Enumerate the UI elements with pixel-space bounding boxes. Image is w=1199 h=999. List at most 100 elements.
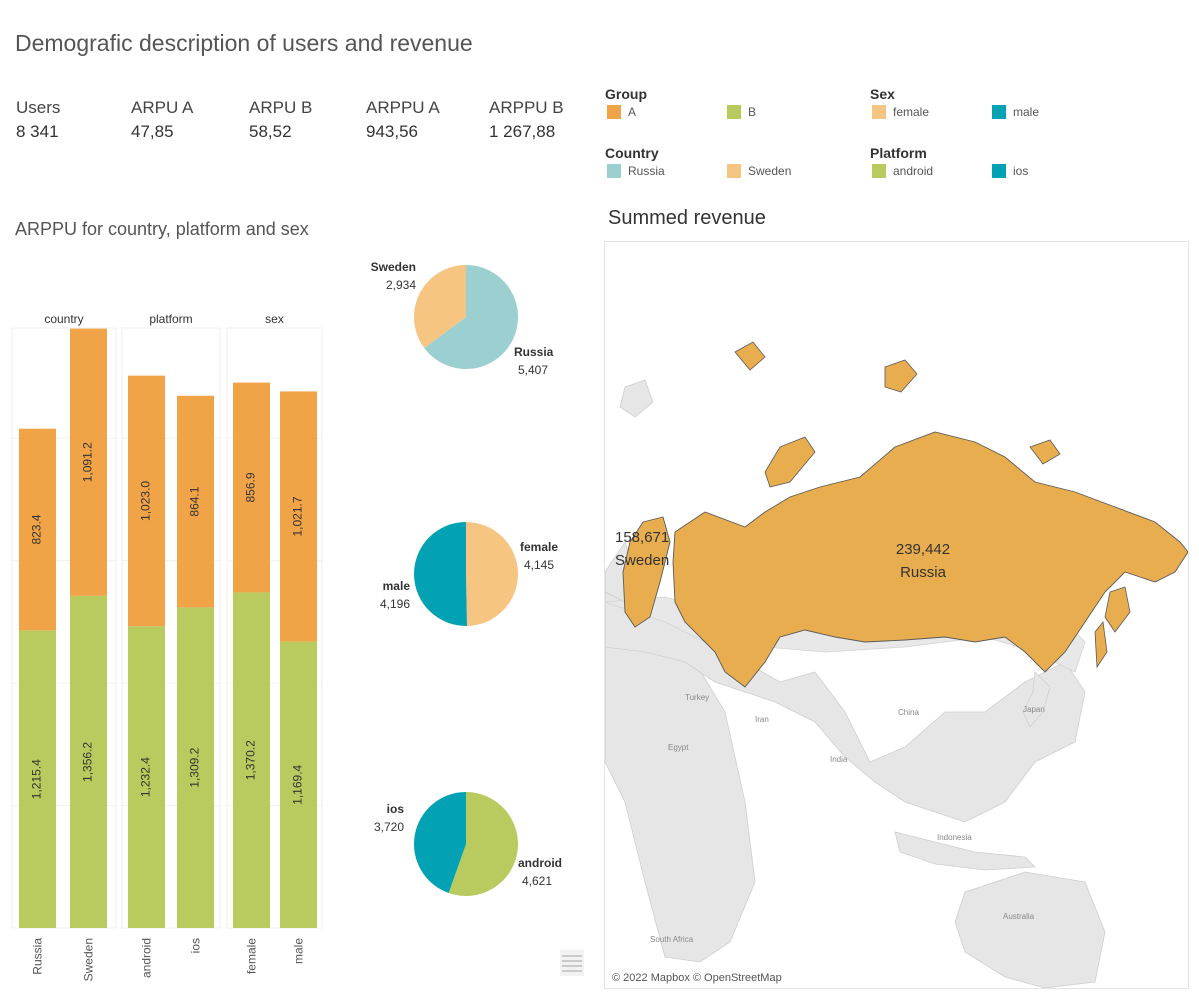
bar-b-ios [177, 607, 214, 928]
pie-slice-russia [424, 265, 518, 369]
kpi-label-users: Users [16, 98, 61, 117]
bar-tick-sweden: Sweden [82, 938, 96, 981]
map-label-egypt: Egypt [668, 743, 689, 752]
bar-label-b-ios: 1,309.2 [188, 747, 202, 787]
map-label-sweden-value: 158,671 [615, 529, 669, 546]
map-region-russia-new-siberian [1029, 439, 1061, 465]
bar-tick-male: male [292, 938, 306, 964]
legend-sex-female[interactable]: female [872, 105, 929, 119]
map-region-russia-novaya-zemlya [764, 436, 816, 488]
map-land-japan [1022, 671, 1051, 728]
legend-group-a-swatch [607, 105, 621, 119]
pie-value-sweden: 2,934 [386, 278, 416, 292]
legend-platform-android[interactable]: android [872, 164, 933, 178]
pie-label-female: female [520, 540, 558, 554]
legend-group-title: Group [605, 86, 647, 102]
bar-b-sweden [70, 595, 107, 928]
legend-group-b[interactable]: B [727, 105, 756, 119]
kpi-label-arpu-b: ARPU B [249, 98, 313, 117]
bar-a-male [280, 391, 317, 642]
arppu-bar-chart: country platform sex 1,215.4 823.4 Russia 1,35… [11, 312, 323, 981]
legend-country-sweden-swatch [727, 164, 741, 178]
kpi-value-arppu-a: 943,56 [366, 122, 418, 141]
map-land-indonesia [894, 831, 1036, 871]
kpi-value-arpu-a: 47,85 [131, 122, 174, 141]
legend-sex-male[interactable]: male [992, 105, 1039, 119]
bar-a-sweden [70, 328, 107, 596]
bar-panel-header-country: country [44, 312, 83, 326]
map-region-russia [672, 431, 1188, 688]
pie-charts: Russia 5,407 Sweden 2,934 female 4,145 male 4,1… [371, 260, 562, 896]
map-region-russia-sakhalin [1094, 621, 1108, 669]
legend-sex-female-swatch [872, 105, 886, 119]
legend-sex-male-swatch [992, 105, 1006, 119]
legend-platform-ios-swatch [992, 164, 1006, 178]
bar-label-b-russia: 1,215.4 [30, 759, 44, 799]
map-land-australia [954, 871, 1106, 988]
map-region-sweden [622, 516, 671, 628]
pie-slice-ios [414, 792, 466, 894]
legend-country-russia-swatch [607, 164, 621, 178]
revenue-map[interactable]: 239,442 Russia 158,671 Sweden Turkey Ira… [604, 241, 1189, 989]
legend-sex-male-label: male [1013, 105, 1040, 119]
bar-b-android [128, 626, 165, 928]
map-canvas[interactable]: 239,442 Russia 158,671 Sweden Turkey Ira… [605, 242, 1188, 988]
kpi-value-arpu-b: 58,52 [249, 122, 292, 141]
legend-platform-ios-label: ios [1013, 164, 1029, 178]
bar-label-b-android: 1,232.4 [139, 757, 153, 797]
bar-tick-female: female [245, 938, 259, 974]
legend-platform-ios[interactable]: ios [992, 164, 1028, 178]
legend-country-sweden-label: Sweden [748, 164, 792, 178]
bar-label-a-ios: 864.1 [188, 486, 202, 516]
legend-group-a[interactable]: A [607, 105, 636, 119]
pie-label-russia: Russia [514, 345, 554, 359]
bar-b-male [280, 641, 317, 928]
bar-label-b-male: 1,169.4 [291, 764, 305, 804]
legend-sex-title: Sex [870, 86, 895, 102]
kpi-label-arppu-a: ARPPU A [366, 98, 440, 117]
legend-platform-title: Platform [870, 145, 927, 161]
legend-platform-android-label: android [893, 164, 934, 178]
bar-label-a-russia: 823.4 [30, 514, 44, 544]
bar-label-a-female: 856.9 [244, 472, 258, 502]
bar-label-b-sweden: 1,356.2 [81, 742, 95, 782]
pie-label-male: male [383, 579, 411, 593]
legend-country-sweden[interactable]: Sweden [727, 164, 791, 178]
bar-a-android [128, 375, 165, 627]
map-label-australia: Australia [1003, 912, 1035, 921]
pie-value-male: 4,196 [380, 597, 410, 611]
kpi-label-arppu-b: ARPPU B [489, 98, 564, 117]
bar-a-russia [19, 428, 56, 631]
map-label-turkey: Turkey [685, 693, 709, 702]
pie-label-ios: ios [387, 802, 405, 816]
bar-panel-header-sex: sex [265, 312, 284, 326]
bar-b-female [233, 592, 270, 928]
map-label-indonesia: Indonesia [937, 833, 972, 842]
map-region-russia-kamchatka [1104, 586, 1131, 633]
legend-group-b-label: B [748, 105, 757, 119]
bar-a-ios [177, 395, 214, 608]
pie-slice-android [448, 792, 519, 896]
pie-value-female: 4,145 [524, 558, 554, 572]
kpi-label-arpu-a: ARPU A [131, 98, 194, 117]
bar-tick-android: android [140, 938, 154, 978]
legend-country-russia[interactable]: Russia [607, 164, 665, 178]
map-title: Summed revenue [608, 207, 766, 229]
sheet-handle-icon[interactable] [560, 950, 584, 976]
pie-slice-male [414, 522, 467, 626]
bar-label-a-sweden: 1,091.2 [81, 442, 95, 482]
bar-chart-title: ARPPU for country, platform and sex [15, 219, 309, 239]
pie-value-android: 4,621 [522, 874, 552, 888]
bar-label-a-male: 1,021.7 [291, 496, 305, 536]
kpi-value-arppu-b: 1 267,88 [489, 122, 556, 141]
map-label-iran: Iran [755, 715, 769, 724]
map-label-russia-name: Russia [900, 564, 947, 581]
dashboard-title: Demografic description of users and reve… [15, 30, 473, 56]
map-region-russia-franz-josef [884, 359, 918, 393]
map-attribution: © 2022 Mapbox © OpenStreetMap [612, 972, 782, 984]
pie-value-russia: 5,407 [518, 363, 548, 377]
pie-slice-female [466, 522, 519, 626]
map-label-russia-value: 239,442 [896, 541, 950, 558]
pie-label-sweden: Sweden [371, 260, 416, 274]
map-label-south-africa: South Africa [650, 935, 694, 944]
